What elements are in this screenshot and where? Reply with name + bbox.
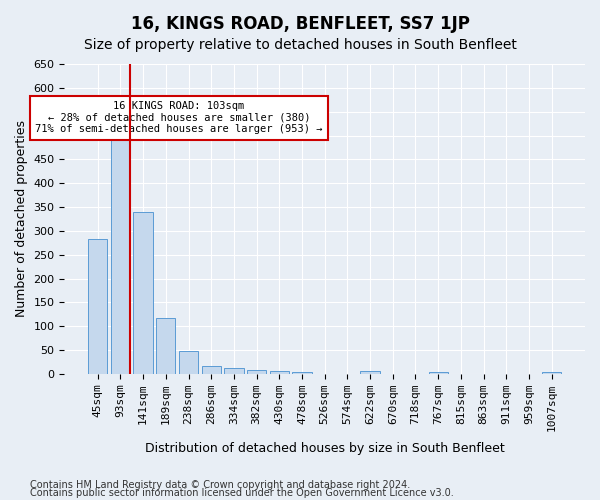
Bar [179,351,198,374]
Bar [269,371,289,374]
Text: 16, KINGS ROAD, BENFLEET, SS7 1JP: 16, KINGS ROAD, BENFLEET, SS7 1JP [131,15,469,33]
X-axis label: Distribution of detached houses by size in South Benfleet: Distribution of detached houses by size … [145,442,505,455]
Bar [202,366,221,374]
Bar [156,318,175,374]
Text: Contains HM Land Registry data © Crown copyright and database right 2024.: Contains HM Land Registry data © Crown c… [30,480,410,490]
Bar [361,371,380,374]
Text: Contains public sector information licensed under the Open Government Licence v3: Contains public sector information licen… [30,488,454,498]
Text: 16 KINGS ROAD: 103sqm
← 28% of detached houses are smaller (380)
71% of semi-det: 16 KINGS ROAD: 103sqm ← 28% of detached … [35,101,323,134]
Bar [542,372,562,374]
Text: Size of property relative to detached houses in South Benfleet: Size of property relative to detached ho… [83,38,517,52]
Bar [133,212,153,374]
Bar [111,128,130,374]
Bar [224,368,244,374]
Bar [428,372,448,374]
Bar [247,370,266,374]
Bar [88,239,107,374]
Y-axis label: Number of detached properties: Number of detached properties [15,120,28,318]
Bar [292,372,311,374]
